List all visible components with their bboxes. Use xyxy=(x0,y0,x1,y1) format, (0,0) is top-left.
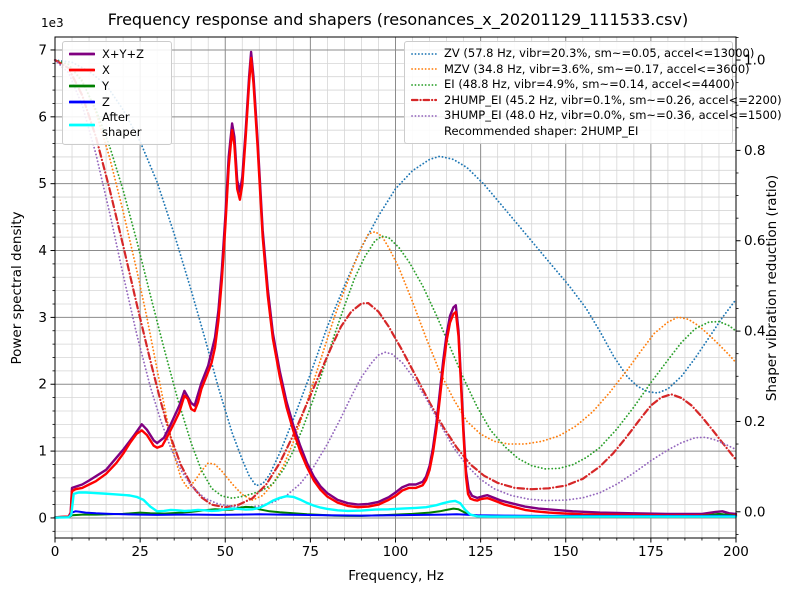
legend-line-swatch xyxy=(411,83,437,86)
y-left-tick-label: 0 xyxy=(38,510,47,526)
x-tick-label: 75 xyxy=(302,544,319,560)
y-left-tick-label: 1 xyxy=(38,444,47,460)
legend-line-swatch xyxy=(411,99,437,102)
legend-item-2hump-ei: 2HUMP_EI (45.2 Hz, vibr=0.1%, sm~=0.26, … xyxy=(411,93,782,109)
legend-item-y: Y xyxy=(69,78,164,94)
x-tick-label: 100 xyxy=(383,544,409,560)
legend-line-swatch xyxy=(69,123,95,127)
x-tick-label: 25 xyxy=(132,544,149,560)
legend-line-swatch xyxy=(411,114,437,117)
y-axis-right-label: Shaper vibration reduction (ratio) xyxy=(764,174,780,402)
legend-item-label: Z xyxy=(102,94,110,109)
y-left-tick-label: 3 xyxy=(38,310,47,326)
legend-item-label: EI (48.8 Hz, vibr=4.9%, sm~=0.14, accel<… xyxy=(444,77,735,92)
tick-labels: 0 25 50 75 100 125 150 175 200 0 1 2 3 4 5 6 7 0.0 0.2 0.4 0… xyxy=(38,42,765,560)
y-axis-left-label: Power spectral density xyxy=(9,211,25,365)
y-left-tick-label: 5 xyxy=(38,176,47,192)
legend-item-label: 3HUMP_EI (48.0 Hz, vibr=0.0%, sm~=0.36, … xyxy=(444,108,782,123)
legend-line-swatch xyxy=(411,52,437,55)
x-axis-label: Frequency, Hz xyxy=(348,568,444,584)
series-path-x-y-z xyxy=(53,50,738,519)
legend-item-ei: EI (48.8 Hz, vibr=4.9%, sm~=0.14, accel<… xyxy=(411,77,735,93)
legend-note-recommended-shaper: Recommended shaper: 2HUMP_EI xyxy=(411,124,725,140)
y-left-tick-label: 6 xyxy=(38,109,47,125)
y-right-tick-label: 0.2 xyxy=(744,414,765,430)
legend-item-label: MZV (34.8 Hz, vibr=3.6%, sm~=0.17, accel… xyxy=(444,61,750,76)
legend-item-z: Z xyxy=(69,94,164,110)
x-tick-label: 0 xyxy=(51,544,60,560)
legend-item-label: 2HUMP_EI (45.2 Hz, vibr=0.1%, sm~=0.26, … xyxy=(444,92,782,107)
legend-line-swatch xyxy=(69,84,95,88)
chart-title: Frequency response and shapers (resonanc… xyxy=(107,10,689,29)
y-axis-offset-label: 1e3 xyxy=(41,16,64,30)
legend-item-zv: ZV (57.8 Hz, vibr=20.3%, sm~=0.05, accel… xyxy=(411,46,754,62)
y-right-tick-label: 0.0 xyxy=(744,504,765,520)
series-lines xyxy=(53,50,738,519)
series-path-ei xyxy=(54,59,737,500)
x-tick-label: 50 xyxy=(217,544,234,560)
legend-item-after-shaper: After shaper xyxy=(69,110,164,140)
series-path-after-shaper xyxy=(53,491,738,519)
series-legend: X+Y+Z X Y Z After shaper xyxy=(62,41,172,145)
legend-item-label: After shaper xyxy=(102,110,142,139)
legend-item-x-y-z: X+Y+Z xyxy=(69,46,164,62)
y-right-tick-label: 0.4 xyxy=(744,324,765,340)
x-tick-label: 175 xyxy=(638,544,664,560)
series-path-2hump-ei xyxy=(53,58,738,509)
legend-note-label: Recommended shaper: 2HUMP_EI xyxy=(444,123,639,138)
x-tick-label: 200 xyxy=(723,544,749,560)
x-tick-label: 150 xyxy=(553,544,579,560)
series-path-zv xyxy=(54,59,737,487)
legend-item-label: X xyxy=(102,62,110,77)
y-right-tick-label: 1.0 xyxy=(744,53,765,69)
shaper-legend: ZV (57.8 Hz, vibr=20.3%, sm~=0.05, accel… xyxy=(404,41,782,144)
y-left-tick-label: 2 xyxy=(38,377,47,393)
legend-item-label: X+Y+Z xyxy=(102,46,145,61)
legend-item-label: Y xyxy=(102,78,110,93)
legend-line-swatch xyxy=(69,100,95,104)
x-tick-label: 125 xyxy=(468,544,494,560)
legend-item-label: ZV (57.8 Hz, vibr=20.3%, sm~=0.05, accel… xyxy=(444,46,755,61)
legend-line-swatch xyxy=(69,68,95,72)
y-left-tick-label: 7 xyxy=(38,42,47,58)
y-left-tick-label: 4 xyxy=(38,243,47,259)
y-right-tick-label: 0.6 xyxy=(744,233,765,249)
legend-item-mzv: MZV (34.8 Hz, vibr=3.6%, sm~=0.17, accel… xyxy=(411,62,750,78)
legend-line-swatch xyxy=(69,52,95,56)
legend-line-swatch xyxy=(411,68,437,71)
series-path-x xyxy=(53,56,738,519)
legend-item-3hump-ei: 3HUMP_EI (48.0 Hz, vibr=0.0%, sm~=0.36, … xyxy=(411,108,782,124)
tick-marks xyxy=(50,37,741,543)
legend-item-x: X xyxy=(69,62,164,78)
y-right-tick-label: 0.8 xyxy=(744,143,765,159)
